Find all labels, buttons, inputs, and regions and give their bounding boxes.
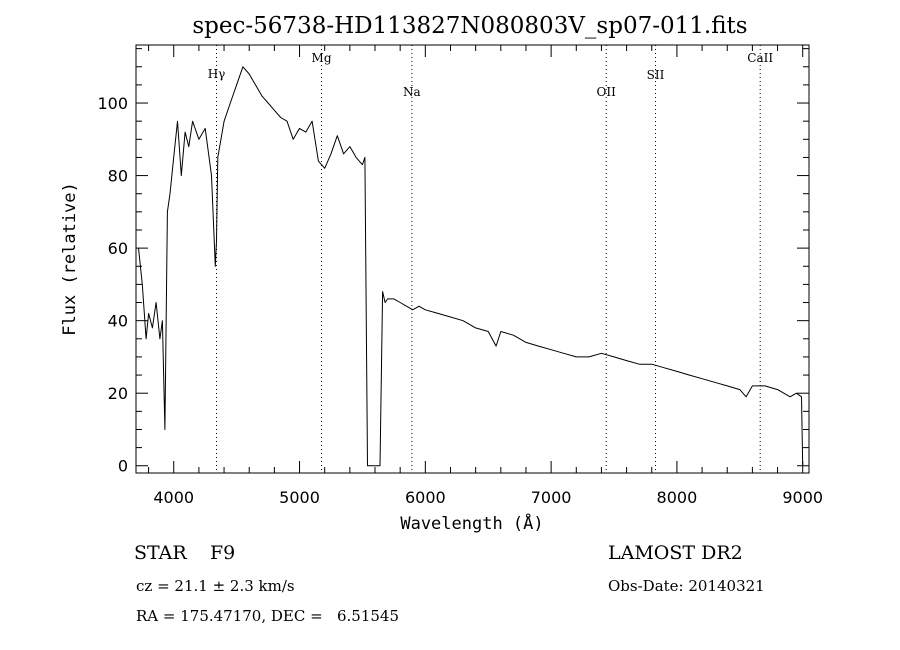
spectral-line-label: CaII [747,51,773,65]
x-axis-ticks: 4000 5000 6000 7000 8000 9000 [148,45,823,507]
coordinates-info: RA = 175.47170, DEC = 6.51545 [136,607,399,625]
y-tick-label: 0 [118,457,128,476]
x-tick-label: 5000 [279,488,320,507]
observation-date: Obs-Date: 20140321 [608,577,765,595]
y-axis-ticks: 0 20 40 60 80 100 [97,48,809,476]
y-tick-label: 60 [108,239,128,258]
spectral-line-label: OII [597,85,617,99]
y-tick-label: 100 [97,94,128,113]
x-tick-label: 9000 [782,488,823,507]
spectral-line-label: Na [403,85,421,99]
x-tick-label: 8000 [657,488,698,507]
spectrum-series-line [138,66,804,467]
plot-frame [135,44,810,474]
y-axis-label: Flux (relative) [60,182,80,336]
spectral-line-label: Mg [312,51,332,65]
y-tick-label: 20 [108,384,128,403]
x-axis-label: Wavelength (Å) [400,512,543,534]
x-tick-label: 7000 [531,488,572,507]
object-subclass: F9 [210,542,235,564]
y-tick-label: 80 [108,167,128,186]
chart-title: spec-56738-HD113827N080803V_sp07-011.fit… [192,13,747,39]
spectral-line-label: SII [647,68,665,82]
x-tick-label: 4000 [153,488,194,507]
object-class: STAR [134,542,187,564]
redshift-info: cz = 21.1 ± 2.3 km/s [136,577,295,595]
survey-name: LAMOST DR2 [608,542,743,564]
spectral-line-markers: Hγ Mg Na OII SII CaII [208,45,773,473]
y-tick-label: 40 [108,312,128,331]
spectral-line-label: Hγ [208,67,226,81]
x-tick-label: 6000 [405,488,446,507]
